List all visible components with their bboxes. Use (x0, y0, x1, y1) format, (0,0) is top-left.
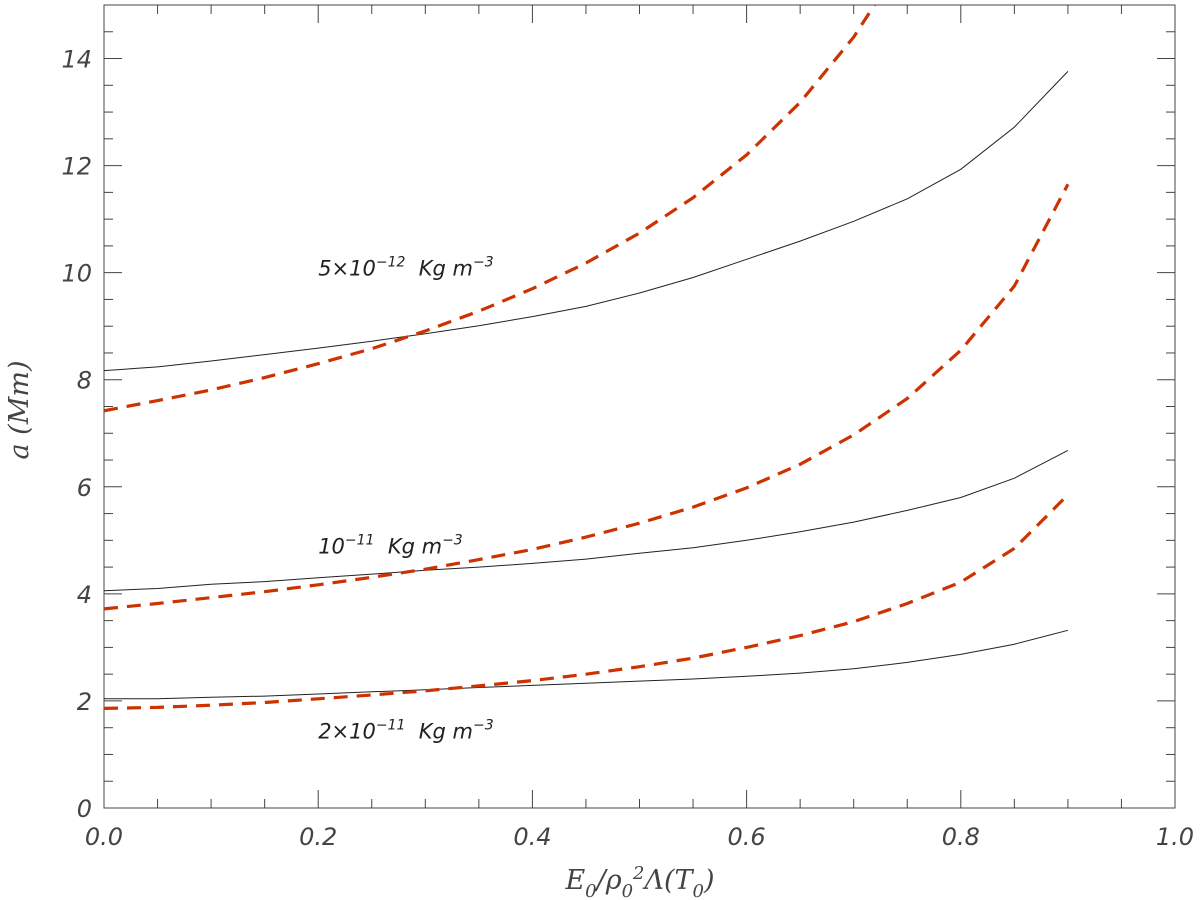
solid-series-0 (104, 71, 1069, 372)
x-tick-label: 1.0 (1156, 823, 1194, 851)
y-tick-label: 14 (61, 46, 92, 74)
y-tick-label: 2 (77, 688, 92, 716)
y-tick-label: 0 (77, 795, 92, 823)
series-layer (104, 5, 1070, 710)
density-annotation-1: 10−11 Kg m−3 (318, 533, 463, 559)
x-tick-label: 0.0 (85, 823, 123, 851)
y-tick-label: 8 (77, 367, 92, 395)
y-axis-title: a (Mm) (4, 361, 35, 460)
density-annotation-0: 5×10−12 Kg m−3 (318, 254, 493, 280)
density-annotation-2: 2×10−11 Kg m−3 (318, 717, 493, 743)
x-axis-title: E0/ρ02Λ(T0) (564, 863, 714, 900)
y-tick-label: 6 (77, 474, 92, 502)
x-tick-label: 0.8 (942, 823, 980, 851)
solid-series-4 (104, 629, 1069, 700)
solid-series-2 (104, 449, 1069, 592)
plot-frame (103, 4, 1176, 809)
x-tick-label: 0.6 (728, 823, 766, 851)
axis-ticks (103, 4, 1176, 809)
y-tick-label: 12 (61, 153, 92, 181)
tick-labels: 0.0 0.2 0.4 0.6 0.8 1.0 0 2 4 6 8 10 12 14 (61, 46, 1194, 851)
dashed-series-5 (104, 493, 1070, 710)
dashed-series-3 (104, 183, 1070, 611)
x-tick-label: 0.4 (513, 823, 551, 851)
y-tick-label: 4 (77, 581, 92, 609)
x-tick-label: 0.2 (299, 823, 337, 851)
y-tick-label: 10 (61, 260, 92, 288)
annotation-layer: 5×10−12 Kg m−3 10−11 Kg m−3 2×10−11 Kg m−3 (318, 254, 493, 743)
dashed-series-1 (104, 5, 877, 413)
